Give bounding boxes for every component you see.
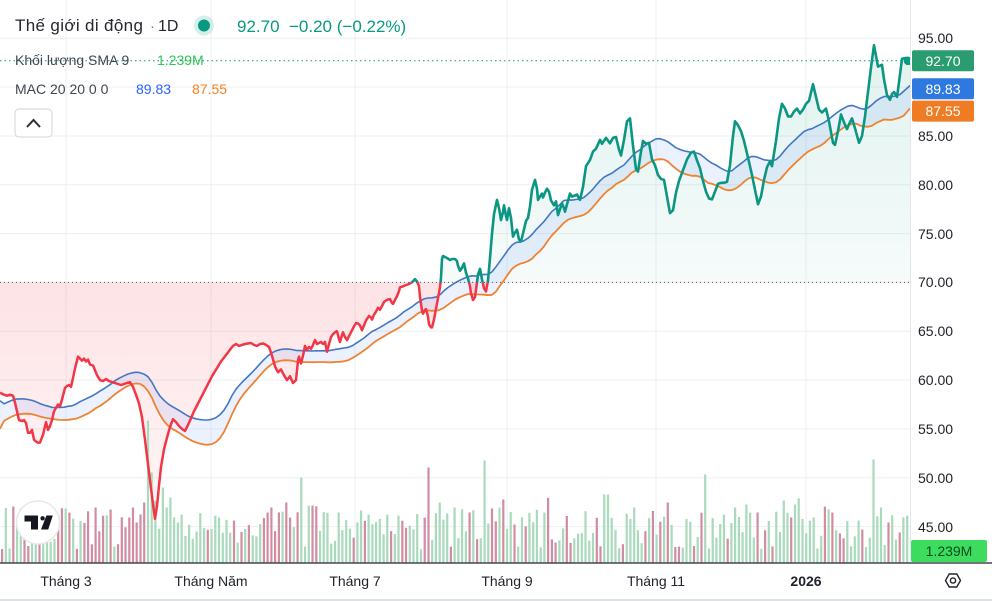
svg-text:55.00: 55.00 (918, 421, 953, 437)
svg-text:2026: 2026 (790, 573, 821, 589)
svg-text:50.00: 50.00 (918, 470, 953, 486)
svg-text:89.83: 89.83 (136, 81, 171, 97)
svg-text:92.70: 92.70 (925, 53, 960, 69)
svg-text:75.00: 75.00 (918, 226, 953, 242)
svg-text:87.55: 87.55 (925, 103, 960, 119)
svg-text:85.00: 85.00 (918, 128, 953, 144)
svg-text:70.00: 70.00 (918, 274, 953, 290)
svg-text:95.00: 95.00 (918, 30, 953, 46)
svg-text:1.239M: 1.239M (926, 543, 973, 559)
svg-text:89.83: 89.83 (925, 81, 960, 97)
svg-text:Khối lượng SMA 9: Khối lượng SMA 9 (15, 52, 129, 68)
svg-text:92.70 −0.20 (−0.22%): 92.70 −0.20 (−0.22%) (237, 17, 406, 36)
svg-text:MAC 20 20 0 0: MAC 20 20 0 0 (15, 81, 109, 97)
svg-text:1D: 1D (158, 18, 178, 35)
svg-text:Tháng 3: Tháng 3 (40, 573, 92, 589)
svg-text:Tháng 7: Tháng 7 (329, 573, 381, 589)
svg-text:45.00: 45.00 (918, 519, 953, 535)
svg-text:60.00: 60.00 (918, 372, 953, 388)
svg-text:Tháng 11: Tháng 11 (627, 573, 685, 589)
svg-text:1.239M: 1.239M (157, 52, 204, 68)
svg-text:Tháng Năm: Tháng Năm (174, 573, 247, 589)
svg-text:87.55: 87.55 (192, 81, 227, 97)
svg-text:Thế giới di động: Thế giới di động (15, 16, 143, 35)
svg-text:Tháng 9: Tháng 9 (481, 573, 533, 589)
svg-text:·: · (150, 18, 155, 35)
svg-text:80.00: 80.00 (918, 177, 953, 193)
svg-text:65.00: 65.00 (918, 323, 953, 339)
